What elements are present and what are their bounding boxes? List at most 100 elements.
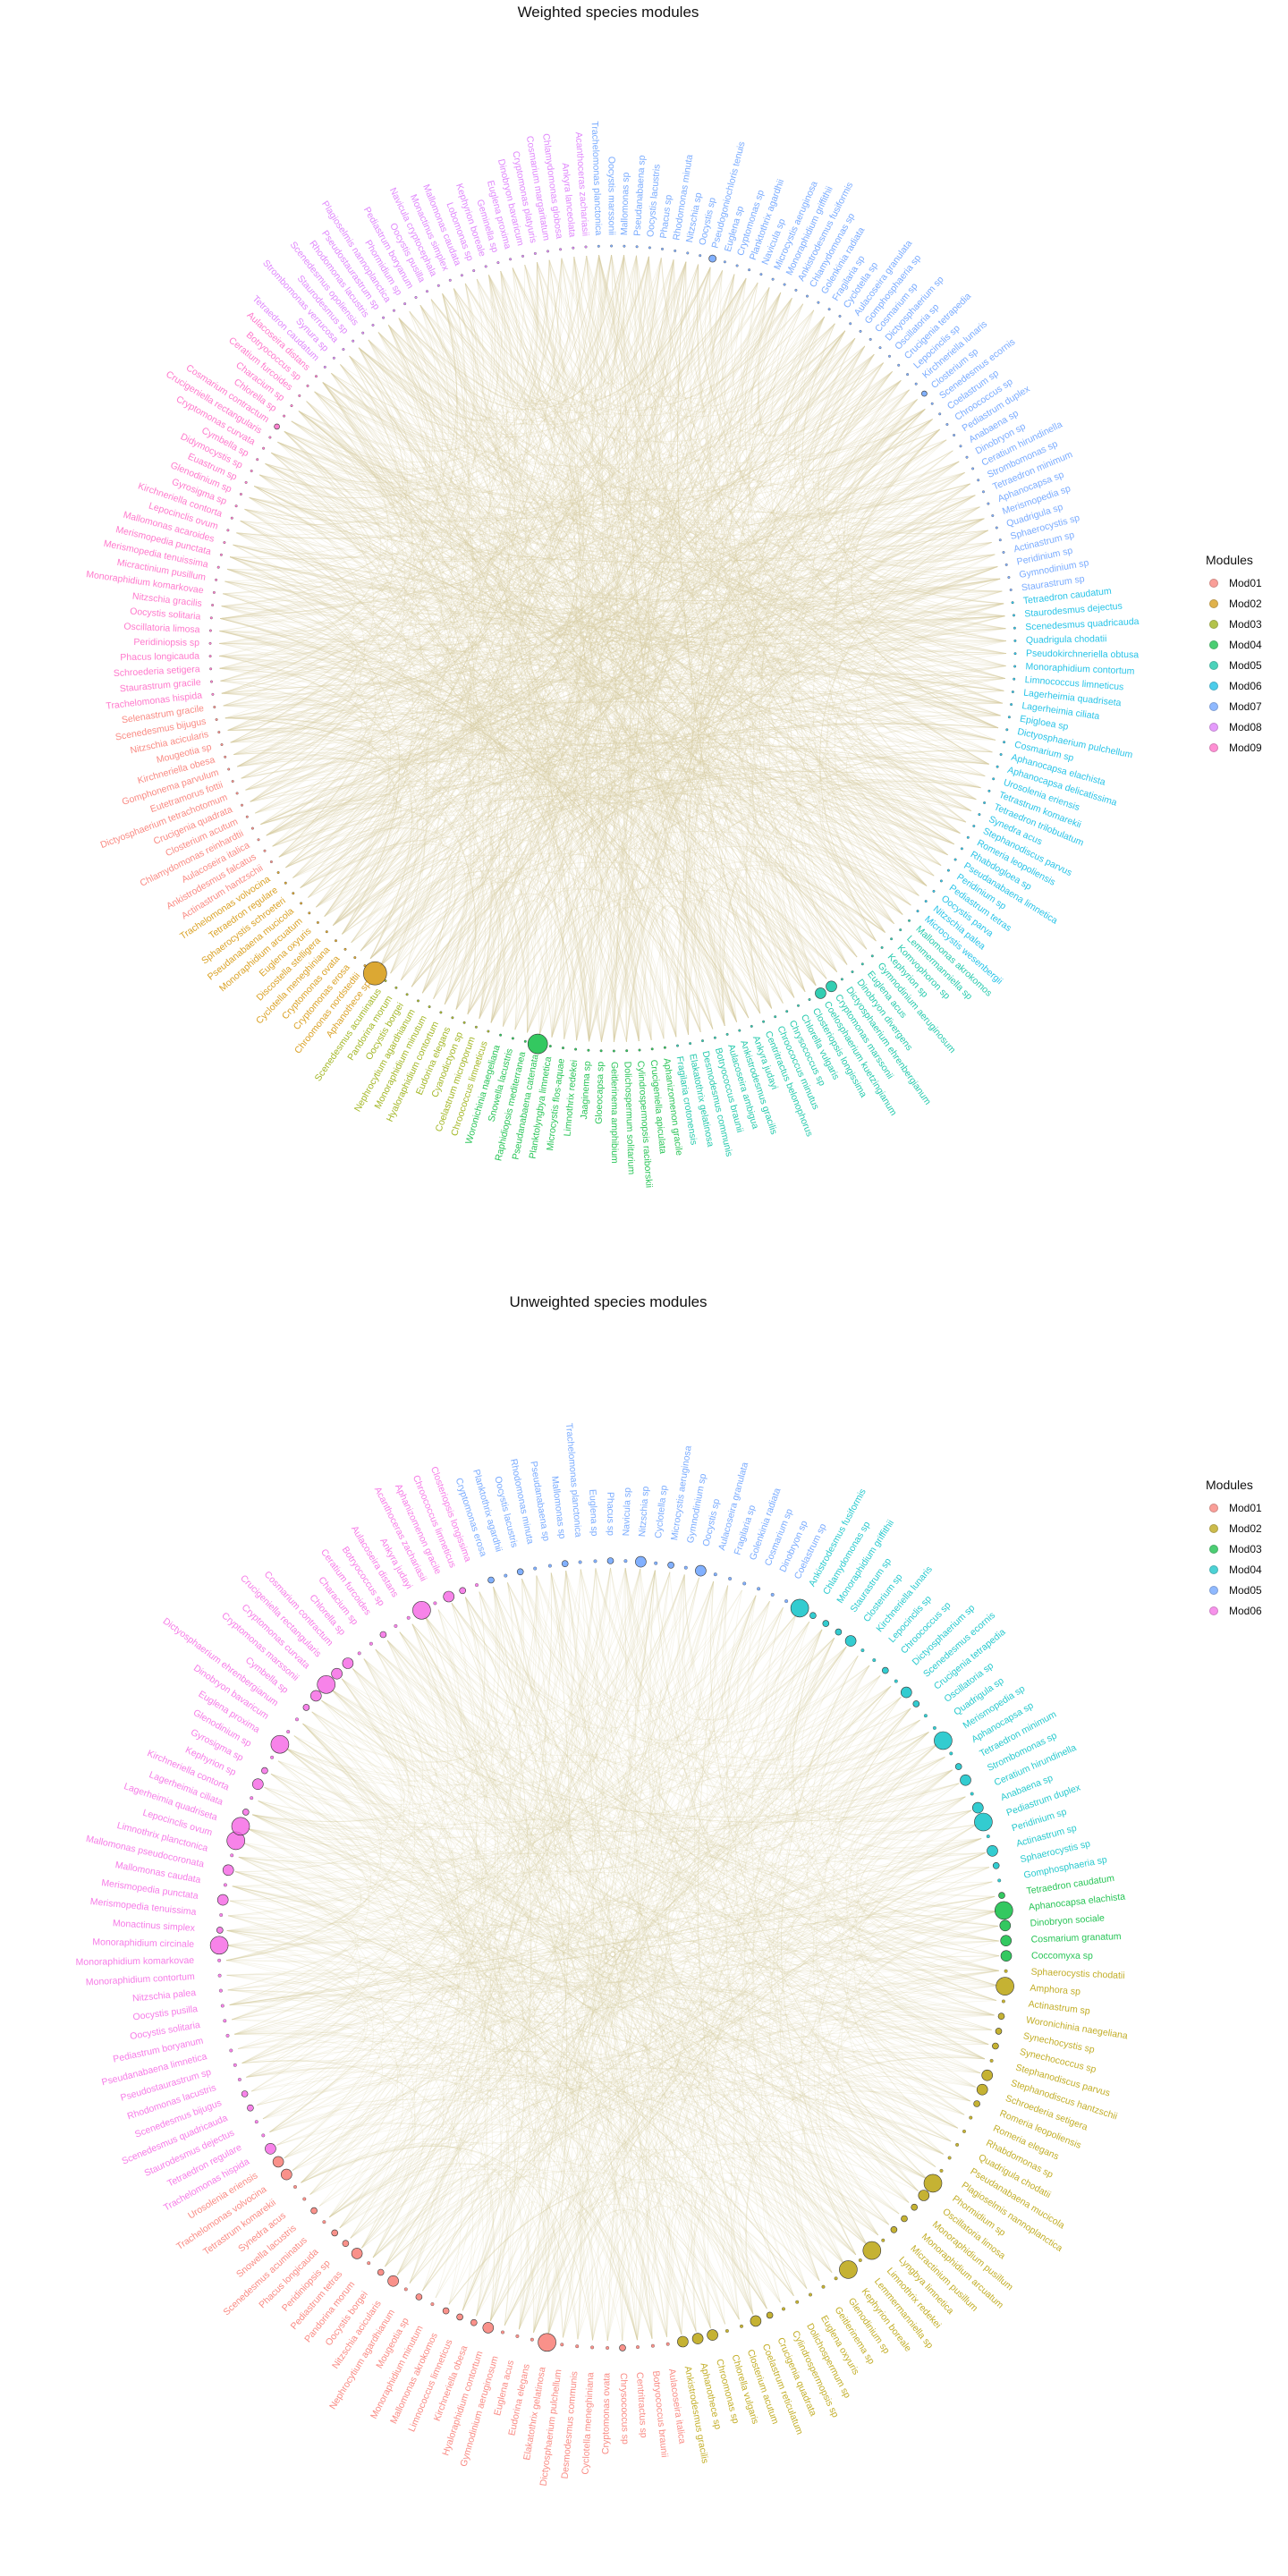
species-node bbox=[784, 1599, 789, 1604]
edge bbox=[242, 1940, 999, 2063]
edge bbox=[490, 904, 552, 1036]
species-node bbox=[677, 2335, 689, 2348]
edge bbox=[385, 1577, 699, 2267]
edge bbox=[250, 780, 886, 933]
edge bbox=[228, 1915, 833, 2273]
edge bbox=[398, 318, 1005, 679]
species-node bbox=[209, 616, 213, 620]
edge bbox=[698, 264, 1006, 666]
edge bbox=[226, 1974, 403, 2239]
species-node bbox=[996, 765, 999, 768]
edge bbox=[269, 1574, 685, 2133]
edge bbox=[385, 1577, 699, 2267]
species-node bbox=[982, 490, 985, 494]
edge bbox=[768, 1638, 857, 2255]
edge bbox=[240, 521, 773, 1009]
edge bbox=[822, 2080, 970, 2225]
edge bbox=[479, 1591, 582, 2340]
edge bbox=[419, 267, 711, 405]
species-node bbox=[216, 565, 220, 569]
legend-item-mod02: Mod02 bbox=[1206, 593, 1262, 614]
edge bbox=[226, 1769, 953, 1962]
edge bbox=[329, 2028, 992, 2218]
edge bbox=[333, 837, 428, 935]
edge bbox=[745, 419, 933, 1014]
edge bbox=[564, 292, 782, 1039]
edge bbox=[479, 261, 687, 1020]
edge bbox=[873, 640, 1006, 753]
edge bbox=[284, 2036, 989, 2159]
edge bbox=[846, 714, 1001, 886]
edge bbox=[238, 1856, 999, 1971]
edge bbox=[230, 450, 953, 743]
edge bbox=[298, 411, 848, 965]
edge bbox=[302, 1723, 608, 2342]
species-node bbox=[538, 2333, 556, 2352]
edge bbox=[249, 496, 961, 834]
edge bbox=[512, 267, 948, 856]
edge bbox=[444, 267, 711, 1005]
edge bbox=[507, 1582, 998, 1987]
species-node bbox=[1003, 741, 1006, 744]
edge bbox=[442, 293, 1004, 691]
edge bbox=[409, 1665, 870, 2284]
edge bbox=[340, 364, 795, 998]
edge bbox=[276, 1707, 911, 2146]
edge bbox=[527, 868, 886, 1033]
edge bbox=[333, 259, 674, 926]
edge bbox=[227, 1881, 993, 1991]
edge bbox=[400, 495, 976, 981]
edge bbox=[419, 305, 565, 1039]
edge bbox=[828, 1985, 998, 2225]
edge bbox=[809, 345, 960, 495]
edge bbox=[225, 672, 1005, 719]
edge bbox=[476, 270, 723, 397]
edge bbox=[847, 419, 996, 562]
edge bbox=[250, 345, 866, 802]
edge bbox=[533, 1824, 977, 2333]
species-node bbox=[560, 2343, 564, 2347]
species-node bbox=[689, 1042, 692, 1046]
edge bbox=[285, 1570, 656, 1776]
edge bbox=[229, 556, 725, 1026]
edge bbox=[479, 1591, 910, 2203]
edge bbox=[651, 2205, 754, 2339]
edge bbox=[385, 2149, 889, 2267]
edge bbox=[221, 287, 770, 694]
edge bbox=[658, 259, 737, 1022]
edge bbox=[598, 255, 935, 877]
edge bbox=[250, 325, 428, 802]
edge bbox=[349, 355, 652, 1040]
edge bbox=[694, 897, 773, 1030]
edge bbox=[237, 717, 996, 767]
edge bbox=[271, 255, 588, 476]
edge bbox=[720, 270, 989, 765]
species-node bbox=[742, 1581, 747, 1586]
edge bbox=[598, 255, 999, 729]
edge bbox=[225, 712, 971, 811]
edge bbox=[298, 411, 954, 845]
edge bbox=[750, 330, 846, 998]
edge bbox=[223, 694, 981, 789]
edge bbox=[242, 1568, 641, 2063]
edge bbox=[467, 483, 970, 1015]
edge bbox=[385, 1852, 986, 2267]
edge bbox=[278, 702, 1003, 858]
legend-item-mod06: Mod06 bbox=[1206, 675, 1262, 696]
edge bbox=[221, 606, 553, 1038]
edge bbox=[241, 578, 1001, 779]
edge bbox=[636, 255, 848, 965]
edge bbox=[360, 399, 918, 952]
species-label: Pseudanabaena sp bbox=[632, 155, 648, 236]
edge bbox=[790, 330, 918, 461]
edge bbox=[258, 1801, 844, 2265]
edge bbox=[379, 767, 986, 967]
edge bbox=[220, 338, 856, 682]
edge bbox=[386, 1640, 997, 2001]
edge bbox=[350, 2169, 740, 2320]
edge bbox=[277, 1589, 742, 1787]
edge bbox=[266, 267, 711, 836]
edge bbox=[258, 1801, 981, 2074]
edge bbox=[728, 287, 806, 992]
edge bbox=[681, 1809, 972, 2335]
